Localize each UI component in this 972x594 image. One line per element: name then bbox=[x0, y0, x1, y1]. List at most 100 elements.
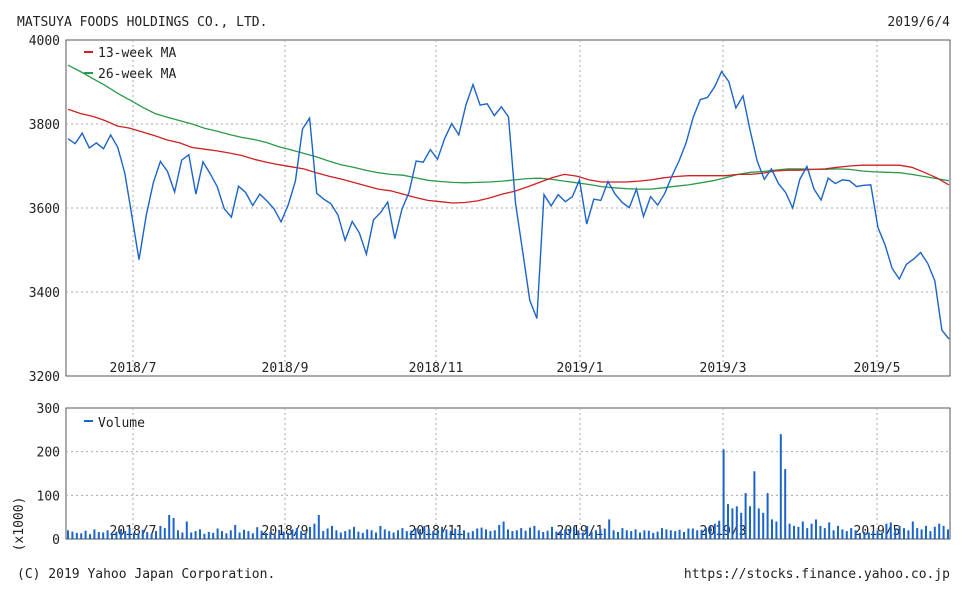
volume-bar bbox=[850, 528, 853, 539]
price-y-tick-label: 3800 bbox=[29, 118, 60, 133]
volume-bar bbox=[106, 530, 109, 539]
volume-bar bbox=[216, 528, 219, 539]
volume-bar bbox=[489, 531, 492, 539]
volume-bar bbox=[537, 530, 540, 539]
volume-bar bbox=[542, 532, 545, 539]
volume-bar bbox=[859, 532, 861, 539]
volume-bar bbox=[947, 529, 949, 539]
volume-y-tick-label: 300 bbox=[37, 402, 60, 417]
volume-bar bbox=[599, 529, 602, 539]
price-x-tick-label: 2018/7 bbox=[110, 361, 157, 376]
price-x-tick-label: 2019/1 bbox=[557, 361, 604, 376]
volume-bar bbox=[128, 528, 131, 539]
volume-bar bbox=[603, 528, 606, 539]
volume-bar bbox=[331, 525, 333, 539]
volume-bar bbox=[476, 528, 479, 539]
volume-bar bbox=[608, 519, 611, 539]
volume-bar bbox=[656, 531, 659, 539]
volume-bar bbox=[577, 530, 580, 539]
volume-bar bbox=[559, 530, 562, 539]
volume-bar bbox=[366, 529, 369, 539]
volume-bar bbox=[762, 512, 765, 539]
price-x-tick-label: 2018/11 bbox=[409, 361, 464, 376]
volume-bar bbox=[529, 527, 531, 539]
volume-bar bbox=[696, 530, 699, 539]
volume-bar bbox=[480, 527, 483, 539]
volume-bar bbox=[753, 471, 756, 539]
volume-bar bbox=[146, 532, 149, 539]
ma26-line bbox=[67, 64, 950, 190]
volume-bar bbox=[771, 519, 773, 539]
volume-bar bbox=[731, 508, 734, 539]
volume-bar bbox=[854, 530, 857, 539]
volume-bar bbox=[432, 531, 435, 539]
volume-bar bbox=[326, 528, 329, 539]
volume-bar bbox=[348, 529, 351, 539]
volume-bar bbox=[639, 532, 641, 539]
volume-bar bbox=[419, 529, 421, 539]
volume-bar bbox=[168, 515, 171, 539]
volume-bar bbox=[881, 532, 883, 539]
volume-bar bbox=[564, 529, 567, 539]
volume-bar bbox=[427, 528, 430, 539]
volume-y-tick-label: 100 bbox=[37, 489, 60, 504]
volume-bar bbox=[661, 528, 663, 539]
volume-bar bbox=[520, 528, 523, 539]
volume-bar bbox=[793, 525, 795, 539]
volume-bar bbox=[467, 532, 470, 539]
volume-bar bbox=[916, 528, 919, 539]
volume-bar bbox=[291, 529, 294, 539]
volume-bar bbox=[867, 532, 870, 539]
volume-bar bbox=[568, 529, 571, 539]
volume-bar bbox=[317, 515, 320, 539]
volume-bar bbox=[463, 530, 465, 539]
volume-bar bbox=[687, 528, 690, 539]
volume-bar bbox=[841, 529, 844, 539]
volume-bar bbox=[93, 529, 96, 539]
volume-bar bbox=[141, 529, 144, 539]
volume-bar bbox=[515, 530, 518, 539]
volume-bar bbox=[454, 528, 457, 539]
volume-bar bbox=[97, 532, 100, 539]
volume-bar bbox=[414, 528, 417, 539]
volume-bar bbox=[713, 523, 716, 539]
volume-bar bbox=[67, 530, 69, 539]
volume-bar bbox=[212, 532, 215, 539]
volume-bar bbox=[102, 532, 105, 539]
volume-bar bbox=[700, 529, 703, 539]
price-x-tick-label: 2019/5 bbox=[854, 361, 901, 376]
volume-bar bbox=[581, 532, 584, 539]
volume-bar bbox=[225, 533, 228, 539]
price-x-tick-label: 2019/3 bbox=[700, 361, 747, 376]
price-legend: 13-week MA 26-week MA bbox=[84, 46, 176, 82]
volume-bar bbox=[691, 528, 694, 539]
volume-bar bbox=[740, 512, 743, 539]
volume-bar bbox=[678, 529, 681, 539]
volume-bar bbox=[727, 504, 729, 539]
volume-bar bbox=[471, 531, 474, 539]
volume-bar bbox=[507, 529, 509, 539]
volume-bar bbox=[194, 531, 197, 539]
volume-bar bbox=[111, 533, 113, 539]
volume-bar bbox=[718, 520, 721, 539]
volume-bar bbox=[788, 523, 791, 539]
volume-bar bbox=[749, 506, 751, 540]
volume-bar bbox=[84, 530, 87, 539]
volume-bar bbox=[313, 523, 316, 539]
volume-bar bbox=[203, 533, 206, 539]
volume-bar bbox=[784, 469, 787, 539]
volume-bar bbox=[181, 532, 184, 539]
volume-bar bbox=[357, 531, 360, 539]
volume-bar bbox=[612, 530, 615, 539]
volume-bar bbox=[361, 532, 364, 539]
volume-bar bbox=[375, 532, 377, 539]
volume-bar bbox=[172, 518, 175, 539]
volume-y-tick-label: 0 bbox=[52, 533, 60, 548]
volume-bar bbox=[410, 530, 413, 539]
company-name: MATSUYA FOODS HOLDINGS CO., LTD. bbox=[17, 15, 267, 30]
volume-bar bbox=[876, 530, 879, 539]
volume-bar bbox=[586, 525, 589, 539]
volume-bar bbox=[929, 531, 932, 539]
volume-y-tick-label: 200 bbox=[37, 446, 60, 461]
volume-bar bbox=[683, 532, 685, 539]
